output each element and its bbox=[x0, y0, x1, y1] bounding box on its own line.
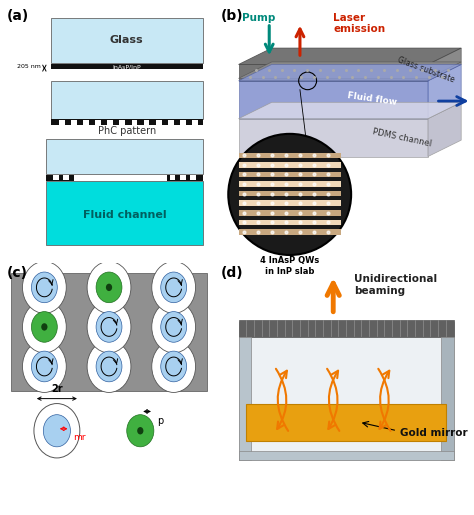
Bar bbox=[238, 220, 341, 225]
Bar bbox=[238, 181, 341, 187]
Text: (b): (b) bbox=[220, 9, 243, 23]
Bar bbox=[180, 120, 186, 125]
Bar bbox=[441, 337, 454, 460]
Bar bbox=[95, 120, 101, 125]
Bar bbox=[63, 176, 69, 180]
Text: Laser
emission: Laser emission bbox=[333, 13, 385, 35]
Circle shape bbox=[96, 312, 122, 342]
Text: 2r: 2r bbox=[51, 384, 63, 393]
Circle shape bbox=[22, 340, 66, 392]
Polygon shape bbox=[238, 62, 461, 78]
Bar bbox=[238, 319, 454, 337]
Text: (a): (a) bbox=[7, 9, 29, 23]
Polygon shape bbox=[428, 102, 461, 157]
Circle shape bbox=[31, 351, 57, 382]
Bar bbox=[168, 120, 173, 125]
Bar bbox=[238, 200, 341, 206]
Bar bbox=[238, 322, 454, 460]
Polygon shape bbox=[238, 81, 428, 119]
Bar bbox=[46, 181, 203, 245]
Bar bbox=[191, 176, 196, 180]
Bar bbox=[71, 120, 77, 125]
Text: Pump: Pump bbox=[242, 13, 276, 23]
Circle shape bbox=[161, 351, 187, 382]
Bar bbox=[83, 120, 89, 125]
Bar bbox=[11, 272, 207, 391]
Bar bbox=[246, 404, 446, 441]
Bar bbox=[119, 120, 125, 125]
Circle shape bbox=[228, 134, 351, 255]
Bar bbox=[46, 139, 203, 174]
Bar bbox=[192, 120, 198, 125]
Text: (d): (d) bbox=[220, 266, 243, 280]
Circle shape bbox=[22, 301, 66, 353]
Bar bbox=[238, 152, 341, 158]
Text: Unidirectional
beaming: Unidirectional beaming bbox=[354, 274, 437, 296]
Circle shape bbox=[43, 415, 71, 447]
Circle shape bbox=[161, 272, 187, 303]
Circle shape bbox=[87, 340, 131, 392]
Text: Gold mirror: Gold mirror bbox=[400, 428, 467, 438]
Text: 205 nm: 205 nm bbox=[18, 64, 41, 69]
Text: mr: mr bbox=[73, 433, 86, 442]
Circle shape bbox=[34, 404, 80, 458]
Bar bbox=[180, 176, 186, 180]
Bar bbox=[238, 229, 341, 235]
Circle shape bbox=[22, 262, 66, 313]
Polygon shape bbox=[238, 64, 428, 81]
Text: 4 InAsP QWs
in InP slab: 4 InAsP QWs in InP slab bbox=[260, 256, 319, 276]
Circle shape bbox=[96, 351, 122, 382]
Bar bbox=[238, 162, 341, 168]
Text: Glass substrate: Glass substrate bbox=[397, 55, 456, 84]
Polygon shape bbox=[238, 102, 461, 119]
Circle shape bbox=[106, 284, 112, 291]
Bar bbox=[144, 120, 149, 125]
Circle shape bbox=[152, 301, 196, 353]
Bar bbox=[170, 176, 175, 180]
Circle shape bbox=[87, 301, 131, 353]
Circle shape bbox=[31, 312, 57, 342]
Bar bbox=[59, 120, 65, 125]
Bar bbox=[51, 81, 203, 119]
Bar bbox=[73, 175, 167, 181]
Text: PhC pattern: PhC pattern bbox=[98, 126, 156, 136]
Polygon shape bbox=[428, 64, 461, 119]
Bar bbox=[51, 64, 203, 70]
Bar bbox=[238, 171, 341, 177]
Circle shape bbox=[152, 340, 196, 392]
Bar bbox=[238, 210, 341, 216]
Circle shape bbox=[87, 262, 131, 313]
Bar bbox=[238, 191, 341, 196]
Text: p: p bbox=[157, 416, 163, 426]
Text: Fluid flow: Fluid flow bbox=[346, 91, 397, 107]
Circle shape bbox=[152, 262, 196, 313]
Bar bbox=[107, 120, 113, 125]
Circle shape bbox=[31, 272, 57, 303]
Bar bbox=[132, 120, 137, 125]
Polygon shape bbox=[238, 64, 461, 81]
Polygon shape bbox=[238, 48, 461, 64]
Bar bbox=[53, 176, 59, 180]
Circle shape bbox=[137, 427, 144, 435]
Text: InAsP/InP: InAsP/InP bbox=[112, 64, 141, 69]
Text: PDMS channel: PDMS channel bbox=[372, 127, 433, 148]
Circle shape bbox=[41, 323, 47, 331]
Polygon shape bbox=[428, 48, 461, 81]
Bar bbox=[46, 175, 203, 181]
Bar bbox=[51, 18, 203, 63]
Circle shape bbox=[161, 312, 187, 342]
Bar bbox=[156, 120, 162, 125]
Text: Fluid channel: Fluid channel bbox=[83, 210, 166, 219]
Circle shape bbox=[96, 272, 122, 303]
Text: (c): (c) bbox=[7, 266, 28, 280]
Bar bbox=[238, 337, 251, 460]
Polygon shape bbox=[238, 119, 428, 157]
Text: Glass: Glass bbox=[110, 36, 144, 45]
Bar bbox=[51, 119, 203, 125]
Bar bbox=[238, 451, 454, 460]
Circle shape bbox=[127, 415, 154, 447]
